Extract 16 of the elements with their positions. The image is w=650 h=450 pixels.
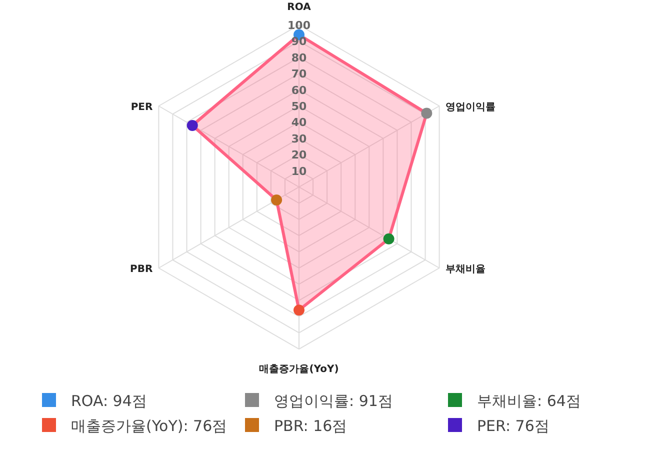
y-tick-label: 80 bbox=[291, 51, 307, 64]
spoke-label: 영업이익률 bbox=[445, 102, 496, 113]
y-tick-label: 50 bbox=[291, 100, 307, 113]
y-tick-label: 30 bbox=[291, 132, 307, 146]
y-tick-label: 100 bbox=[288, 19, 311, 32]
y-tick-label: 60 bbox=[291, 84, 307, 97]
spoke-label: ROA bbox=[287, 2, 312, 14]
legend: ROA: 94점 영업이익률: 91점 부채비율: 64점 매출증가율(YoY): 76점 PBR: 16점 PER: 76점 bbox=[42, 392, 581, 435]
y-tick-label: 40 bbox=[291, 116, 307, 130]
spoke-label: PER bbox=[130, 102, 153, 113]
spoke-label: 부채비율 bbox=[445, 264, 486, 275]
y-tick-label: 10 bbox=[291, 164, 307, 178]
spoke-label: 매출증가율(YoY) bbox=[259, 364, 339, 375]
y-tick-label: 70 bbox=[291, 68, 307, 81]
spoke-label: PBR bbox=[130, 264, 153, 275]
y-tick-label: 20 bbox=[291, 148, 307, 162]
